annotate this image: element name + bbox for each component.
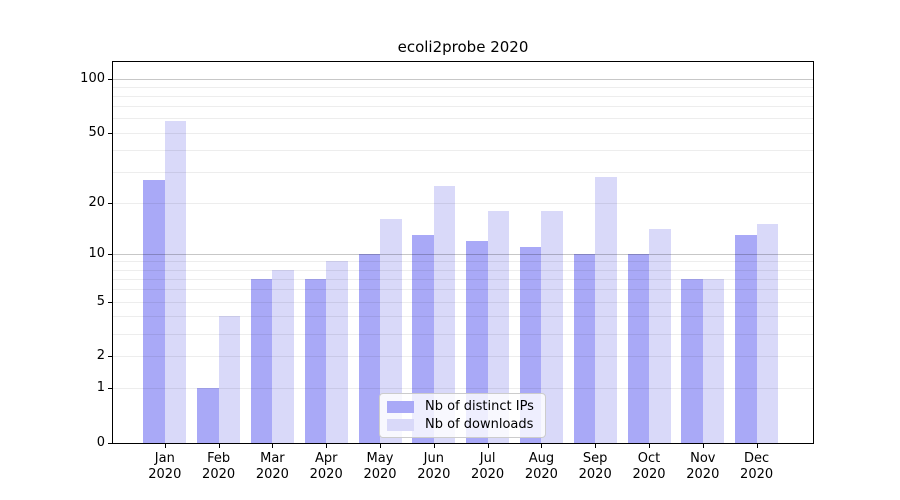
- bar-distinct-ips-nov: [681, 278, 703, 443]
- x-tick-label-mar: Mar 2020: [255, 451, 289, 482]
- bar-distinct-ips-may: [358, 253, 380, 443]
- x-tick-label-oct: Oct 2020: [632, 451, 666, 482]
- y-tick-label: 2: [96, 348, 105, 364]
- bar-downloads-jul: [487, 210, 510, 443]
- x-tick-label-feb: Feb 2020: [202, 451, 236, 482]
- grid-line-minor: [113, 86, 813, 88]
- x-tick-mark: [649, 444, 650, 448]
- legend-entry-distinct-ips: Nb of distinct IPs: [387, 399, 534, 414]
- x-tick-label-aug: Aug 2020: [524, 451, 558, 482]
- bar-distinct-ips-jan: [143, 179, 165, 443]
- bar-downloads-mar: [272, 269, 294, 443]
- legend-label-downloads: Nb of downloads: [425, 417, 534, 432]
- bar-downloads-aug: [541, 210, 563, 443]
- grid-line-minor: [113, 356, 813, 358]
- bar-distinct-ips-sep: [573, 253, 596, 443]
- grid-line-minor: [113, 269, 813, 271]
- bar-distinct-ips-jun: [412, 234, 434, 443]
- grid-line-minor: [113, 202, 813, 204]
- grid-line-minor: [113, 289, 813, 291]
- y-tick-label: 20: [88, 194, 105, 210]
- bar-downloads-may: [380, 219, 402, 443]
- bar-distinct-ips-jul: [466, 240, 488, 443]
- x-tick-label-dec: Dec 2020: [740, 451, 774, 482]
- grid-line-minor: [113, 278, 813, 280]
- grid-line-minor: [113, 149, 813, 151]
- x-tick-mark: [218, 444, 220, 448]
- x-tick-mark: [326, 444, 328, 448]
- bar-distinct-ips-feb: [197, 388, 219, 443]
- x-tick-label-nov: Nov 2020: [686, 451, 720, 482]
- bar-distinct-ips-apr: [304, 278, 327, 443]
- bar-distinct-ips-mar: [250, 278, 273, 443]
- x-tick-label-sep: Sep 2020: [578, 451, 612, 482]
- grid-line-minor: [113, 118, 813, 120]
- bar-downloads-nov: [702, 278, 725, 443]
- y-tick-label: 0: [96, 435, 105, 450]
- y-tick-label: 100: [80, 70, 105, 86]
- bar-downloads-jun: [433, 185, 456, 443]
- legend-swatch-distinct-ips: [387, 400, 414, 413]
- legend-label-distinct-ips: Nb of distinct IPs: [425, 399, 534, 414]
- x-tick-mark: [433, 444, 435, 448]
- x-tick-mark: [487, 444, 489, 448]
- y-tick-label: 50: [88, 124, 105, 140]
- x-tick-mark: [164, 444, 166, 448]
- x-tick-mark: [702, 444, 704, 448]
- grid-line-minor: [113, 106, 813, 108]
- bar-downloads-feb: [218, 315, 241, 443]
- grid-line-minor: [113, 388, 813, 390]
- grid-line-minor: [113, 132, 813, 134]
- legend-swatch-downloads: [387, 418, 414, 431]
- legend-entry-downloads: Nb of downloads: [387, 417, 534, 432]
- grid-line-minor: [113, 301, 813, 303]
- x-tick-mark: [272, 444, 274, 448]
- x-tick-mark: [595, 444, 597, 448]
- grid-line-minor: [113, 171, 813, 173]
- x-tick-mark: [380, 444, 381, 448]
- bar-distinct-ips-oct: [627, 253, 649, 443]
- x-tick-mark: [756, 444, 758, 448]
- y-tick-label: 10: [88, 245, 105, 261]
- y-tick-label: 1: [96, 380, 105, 396]
- grid-line-minor: [113, 96, 813, 97]
- bar-downloads-oct: [649, 229, 671, 443]
- y-tick-label: 5: [96, 293, 105, 309]
- grid-line-major: [113, 78, 813, 80]
- x-tick-mark: [541, 444, 543, 448]
- bar-downloads-dec: [756, 224, 779, 443]
- grid-line-minor: [113, 333, 813, 335]
- x-tick-label-apr: Apr 2020: [309, 451, 343, 482]
- grid-line-minor: [113, 261, 813, 263]
- x-tick-label-jan: Jan 2020: [148, 451, 182, 482]
- x-tick-label-jul: Jul 2020: [471, 451, 505, 482]
- x-tick-label-jun: Jun 2020: [417, 451, 451, 482]
- legend: Nb of distinct IPs Nb of downloads: [379, 393, 546, 438]
- bar-downloads-jan: [164, 121, 187, 443]
- plot-area: [112, 61, 814, 444]
- bar-distinct-ips-dec: [735, 234, 757, 443]
- bar-downloads-apr: [326, 261, 348, 443]
- x-tick-label-may: May 2020: [363, 451, 397, 482]
- grid-line-minor: [113, 315, 813, 317]
- chart-title: ecoli2probe 2020: [397, 38, 529, 56]
- grid-line-major: [113, 253, 813, 255]
- bar-downloads-sep: [595, 177, 617, 443]
